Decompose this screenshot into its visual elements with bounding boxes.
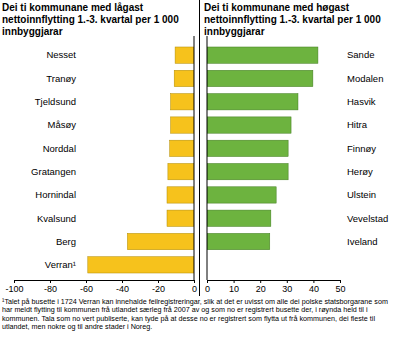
category-label: Norddal [43,143,76,154]
bar [171,94,194,110]
zero-line [207,36,208,280]
tick: 50 [335,280,345,294]
category-label: Kvalsund [37,213,76,224]
tick-mark [14,280,15,283]
bar [207,210,271,226]
tick: 0 [192,280,197,294]
tick-label: 20 [256,284,266,294]
zero-line [194,36,195,280]
tick: 30 [282,280,292,294]
tick-mark [313,280,314,283]
panel-divider [199,0,200,296]
category-label: Herøy [347,166,373,177]
category-label: Vevelstad [347,213,388,224]
tick-mark [260,280,261,283]
axis-line [208,281,341,284]
bar [207,140,288,156]
tick-mark [287,280,288,283]
tick-mark [207,280,208,283]
tick-mark [158,280,159,283]
category-label: Hitra [347,119,368,130]
tick-mark [122,280,123,283]
tick-mark [234,280,235,283]
tick-label: 0 [205,284,210,294]
tick: 40 [309,280,319,294]
bars [207,47,318,250]
chart-page: Nesset Tranøy Tjeldsund Måsøy Norddal Gratang… [0,0,399,352]
x-axis: 0 10 20 30 40 50 [205,280,346,294]
bar [175,47,194,63]
category-label: Tjeldsund [35,96,76,107]
category-label: Verran¹ [45,259,76,270]
chart-title: Dei ti kommunane med lågast nettoinnflyt… [2,2,194,38]
category-label: Sande [347,49,374,60]
tick-label: 0 [192,284,197,294]
tick: -40 [116,280,129,294]
tick-label: -60 [80,284,93,294]
tick: 20 [256,280,266,294]
category-label: Gratangen [31,166,76,177]
bar [88,257,194,273]
category-label: Nesset [46,49,76,60]
tick-label: 40 [309,284,319,294]
category-label: Ulstein [347,189,376,200]
bar [207,187,276,203]
tick-label: -80 [44,284,57,294]
bar [207,233,270,249]
axis-line [15,281,195,284]
category-label: Hornindal [35,189,76,200]
tick-label: -100 [5,284,23,294]
bars [88,47,194,273]
x-axis: -100 -80 -60 -40 -20 0 [5,280,197,294]
category-label: Iveland [347,236,378,247]
tick-mark [50,280,51,283]
tick: -20 [152,280,165,294]
footnote: ¹Talet på busette i 1724 Verran kan inne… [2,298,397,332]
tick-label: 10 [229,284,239,294]
tick-label: 30 [282,284,292,294]
bar [167,187,194,203]
tick-mark [194,280,195,283]
tick-label: -40 [116,284,129,294]
tick: -100 [5,280,23,294]
category-label: Modalen [347,73,383,84]
bar [207,163,288,179]
bar [207,94,298,110]
category-label: Tranøy [46,73,76,84]
bar [127,233,194,249]
category-label: Finnøy [347,143,376,154]
tick-label: 50 [335,284,345,294]
chart-title: Dei ti kommunane med høgast nettoinnflyt… [204,2,396,38]
bar [167,210,194,226]
category-label: Måsøy [48,119,77,130]
bar [207,117,291,133]
bar [174,70,194,86]
bar [170,140,194,156]
tick: -80 [44,280,57,294]
tick-mark [340,280,341,283]
bar [207,70,313,86]
tick: -60 [80,280,93,294]
bar [168,163,194,179]
tick-label: -20 [152,284,165,294]
bar [171,117,194,133]
bar [207,47,318,63]
chart-svg: Nesset Tranøy Tjeldsund Måsøy Norddal Gratang… [0,0,399,300]
tick: 10 [229,280,239,294]
tick-mark [86,280,87,283]
category-label: Berg [56,236,76,247]
category-label: Hasvik [347,96,376,107]
tick: 0 [205,280,210,294]
